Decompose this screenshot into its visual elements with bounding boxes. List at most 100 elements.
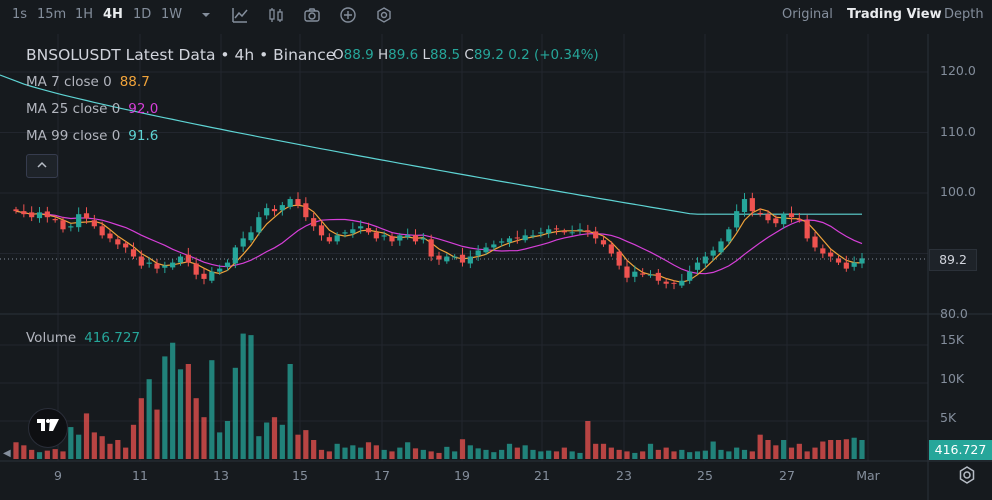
ma7-label: MA 7 close 0 — [26, 74, 112, 90]
ohlc-readout: O88.9 H89.6 L88.5 C89.2 0.2 (+0.34%) — [333, 47, 599, 63]
candle-body — [256, 217, 262, 233]
tab-original[interactable]: Original — [782, 7, 833, 22]
volume-value: 416.727 — [84, 330, 141, 346]
candle-body — [530, 235, 536, 237]
volume-bar — [812, 447, 818, 459]
volume-series — [13, 333, 865, 459]
more-intervals-icon[interactable] — [196, 5, 216, 25]
candle-body — [600, 240, 607, 245]
camera-icon[interactable] — [302, 5, 322, 25]
volume-bar — [741, 449, 748, 459]
low-label: L — [422, 47, 431, 63]
interval-15m[interactable]: 15m — [37, 7, 67, 22]
interval-4h[interactable]: 4H — [103, 7, 123, 22]
candle-body — [177, 256, 184, 263]
ma25-legend[interactable]: MA 25 close 0 92.0 — [26, 101, 158, 117]
candle-body — [397, 235, 403, 241]
candle-body — [365, 228, 372, 233]
volume-bar — [710, 441, 716, 459]
volume-bar — [538, 451, 544, 459]
candle-body — [452, 256, 458, 258]
collapse-legend-button[interactable] — [26, 154, 58, 178]
candles-icon[interactable] — [266, 5, 286, 25]
scroll-left-icon[interactable]: ◀ — [3, 448, 11, 459]
chart-settings-icon[interactable] — [374, 5, 394, 25]
volume-bar — [600, 443, 607, 459]
volume-bar — [679, 449, 685, 459]
candle-body — [702, 256, 708, 264]
candle-body — [569, 232, 575, 234]
close-label: C — [464, 47, 474, 63]
volume-bar — [21, 445, 27, 459]
volume-bar — [201, 417, 207, 459]
candle-body — [405, 235, 411, 238]
volume-bar — [60, 451, 66, 459]
volume-bar — [632, 452, 638, 459]
volume-bar — [851, 437, 857, 459]
candle-body — [154, 263, 160, 269]
interval-1h[interactable]: 1H — [75, 7, 94, 22]
gear-icon[interactable] — [957, 465, 977, 485]
volume-bar — [397, 447, 403, 459]
volume-bar — [115, 440, 121, 459]
candle-body — [796, 219, 802, 221]
volume-bar — [608, 447, 614, 459]
ma25-line — [15, 210, 863, 275]
candle-body — [240, 238, 246, 247]
candle-body — [76, 214, 82, 228]
candle-body — [765, 214, 771, 221]
line-chart-icon[interactable] — [230, 5, 250, 25]
tab-trading-view[interactable]: Trading View — [847, 7, 942, 22]
volume-bar — [130, 424, 137, 459]
tab-depth[interactable]: Depth — [944, 7, 984, 22]
volume-bar — [467, 445, 473, 459]
tradingview-logo[interactable] — [28, 408, 68, 448]
volume-bar — [757, 434, 763, 459]
candle-body — [342, 232, 348, 234]
candle-body — [804, 220, 810, 239]
volume-bar — [381, 449, 387, 459]
volume-bar — [146, 379, 152, 459]
date-tick: 9 — [54, 468, 62, 483]
volume-bar — [83, 413, 90, 459]
volume-bar — [530, 449, 536, 459]
date-tick: 13 — [213, 468, 229, 483]
volume-bar — [350, 445, 356, 459]
volume-bar — [271, 417, 278, 459]
volume-bar — [828, 440, 834, 459]
ma99-value: 91.6 — [128, 128, 159, 144]
date-tick: 19 — [454, 468, 470, 483]
ma99-line-extension — [0, 74, 17, 82]
volume-bar — [256, 436, 262, 459]
last-price-badge: 89.2 — [929, 249, 977, 271]
candle-body — [279, 205, 285, 211]
candle-body — [694, 262, 701, 270]
interval-1s[interactable]: 1s — [12, 7, 28, 22]
candle-body — [781, 214, 787, 225]
low-value: 88.5 — [430, 47, 461, 63]
candle-body — [358, 226, 364, 229]
chart-toolbar: 1s 15m 1H 4H 1D 1W Original Trading View… — [0, 0, 992, 30]
volume-bar — [44, 450, 50, 459]
candle-body — [624, 266, 630, 278]
volume-bar — [154, 409, 160, 459]
volume-bar — [475, 448, 481, 459]
volume-bar — [193, 398, 199, 459]
add-indicator-icon[interactable] — [338, 5, 358, 25]
candle-body — [162, 265, 168, 268]
candle-body — [60, 220, 66, 230]
volume-bar — [405, 442, 411, 459]
ma99-legend[interactable]: MA 99 close 0 91.6 — [26, 128, 158, 144]
volume-bar — [585, 421, 591, 459]
volume-bar — [483, 449, 489, 459]
volume-bar — [444, 446, 450, 459]
interval-1d[interactable]: 1D — [133, 7, 152, 22]
candle-body — [632, 271, 638, 277]
interval-1w[interactable]: 1W — [161, 7, 183, 22]
ma7-value: 88.7 — [119, 74, 150, 90]
volume-bar — [702, 450, 708, 459]
candle-body — [83, 213, 90, 219]
candle-body — [436, 255, 442, 260]
ma7-legend[interactable]: MA 7 close 0 88.7 — [26, 74, 150, 90]
